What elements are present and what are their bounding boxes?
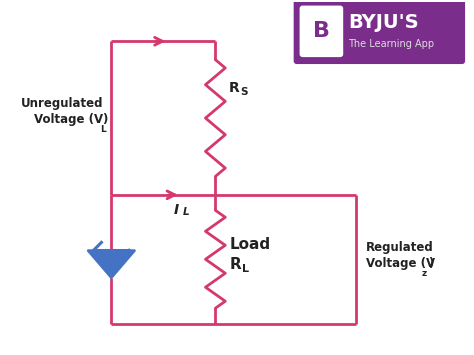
Polygon shape bbox=[88, 250, 135, 278]
Text: Unregulated: Unregulated bbox=[21, 97, 103, 110]
Text: z: z bbox=[421, 269, 427, 278]
Text: Regulated: Regulated bbox=[366, 241, 434, 254]
FancyBboxPatch shape bbox=[294, 0, 465, 64]
Text: S: S bbox=[240, 87, 247, 97]
Text: BYJU'S: BYJU'S bbox=[348, 13, 419, 32]
Text: R: R bbox=[229, 257, 241, 272]
Text: The Learning App: The Learning App bbox=[348, 39, 434, 49]
FancyBboxPatch shape bbox=[300, 6, 343, 57]
Text: Load: Load bbox=[229, 237, 270, 252]
Text: L: L bbox=[100, 125, 105, 134]
Text: I: I bbox=[174, 203, 179, 217]
Text: B: B bbox=[313, 21, 330, 41]
Text: Voltage (V: Voltage (V bbox=[366, 257, 435, 270]
Text: ): ) bbox=[102, 113, 108, 126]
Text: ): ) bbox=[428, 257, 434, 270]
Text: R: R bbox=[229, 81, 240, 95]
Text: L: L bbox=[242, 264, 249, 274]
Text: Voltage (V: Voltage (V bbox=[34, 113, 103, 126]
Text: L: L bbox=[182, 207, 189, 217]
